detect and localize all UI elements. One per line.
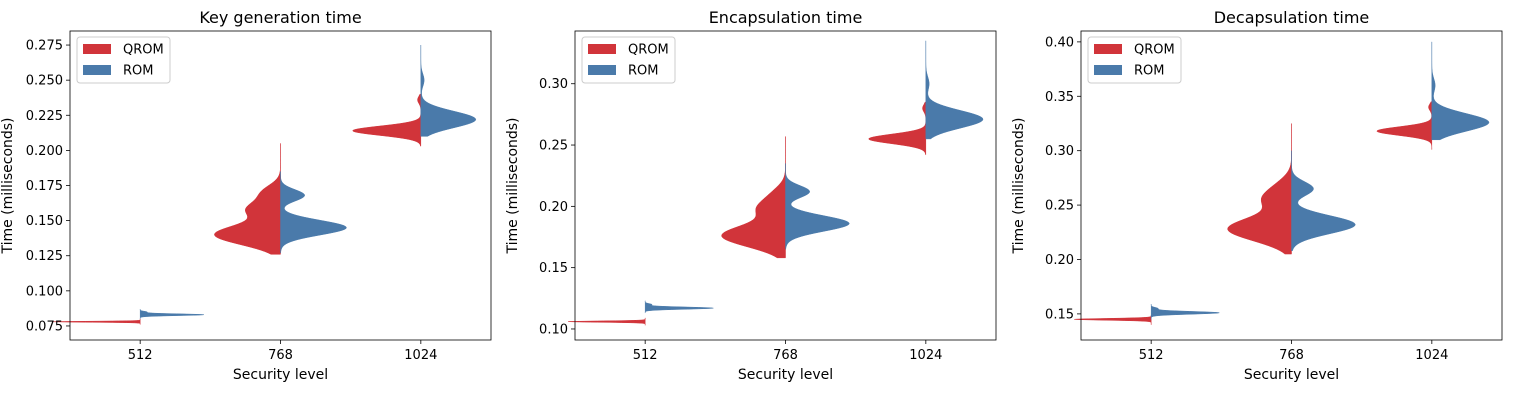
legend-swatch-qrom [1094, 44, 1122, 54]
violin-qrom-768 [1227, 123, 1292, 255]
x-tick-label: 768 [773, 348, 798, 363]
violin-rom-768 [280, 171, 347, 254]
x-tick-label: 768 [268, 348, 293, 363]
legend-swatch-qrom [83, 44, 111, 54]
y-tick-label: 0.40 [1045, 35, 1074, 50]
y-tick-label: 0.200 [26, 144, 63, 159]
violin-qrom-512 [1073, 314, 1152, 325]
y-tick-label: 0.35 [1045, 90, 1074, 105]
y-tick-label: 0.10 [539, 322, 568, 337]
x-tick-label: 1024 [404, 348, 437, 363]
violin-qrom-512 [568, 317, 646, 327]
y-tick-label: 0.150 [26, 214, 63, 229]
y-tick-label: 0.100 [26, 284, 63, 299]
chart-panel: 0.10 0.15 0.20 0.25 0.30 512 768 1024 Encapsulat… [505, 8, 997, 383]
legend-label-qrom: QROM [1134, 43, 1175, 58]
legend-swatch-rom [1094, 65, 1122, 75]
y-tick-label: 0.250 [26, 74, 63, 89]
chart-title: Key generation time [199, 8, 361, 27]
x-axis-label: Security level [233, 367, 328, 383]
legend-swatch-rom [83, 65, 111, 75]
violin-rom-1024 [1431, 41, 1490, 141]
violin-rom-768 [1291, 150, 1356, 252]
violin-qrom-768 [214, 143, 281, 255]
chart-title: Encapsulation time [709, 8, 863, 27]
x-tick-label: 768 [1279, 348, 1304, 363]
x-axis-label: Security level [738, 367, 833, 383]
y-tick-label: 0.275 [26, 39, 63, 54]
violin-qrom-768 [721, 136, 786, 259]
x-axis-label: Security level [1244, 367, 1339, 383]
x-tick-label: 512 [128, 348, 153, 363]
x-tick-label: 512 [633, 348, 658, 363]
violin-rom-512 [139, 308, 205, 320]
chart-panel: 0.075 0.100 0.125 0.150 0.175 0.200 0.225 0.250… [0, 8, 492, 383]
y-tick-label: 0.125 [26, 249, 63, 264]
y-tick-label: 0.15 [1045, 307, 1074, 322]
violin-qrom-512 [52, 318, 141, 325]
violin-rom-1024 [420, 44, 477, 137]
y-tick-label: 0.20 [539, 200, 568, 215]
violin-qrom-1024 [352, 93, 422, 147]
y-tick-label: 0.075 [26, 319, 63, 334]
y-axis-label: Time (milliseconds) [1011, 117, 1027, 254]
legend-swatch-qrom [588, 44, 616, 54]
y-axis-label: Time (milliseconds) [0, 117, 16, 254]
y-tick-label: 0.15 [539, 261, 568, 276]
y-axis-label: Time (milliseconds) [505, 117, 521, 254]
y-tick-label: 0.30 [539, 77, 568, 92]
violin-qrom-1024 [868, 101, 927, 156]
chart-panel: 0.15 0.20 0.25 0.30 0.35 0.40 512 768 1024 Decaps… [1011, 8, 1503, 383]
violin-qrom-1024 [1376, 101, 1433, 150]
x-tick-label: 1024 [1415, 348, 1448, 363]
legend-label-rom: ROM [628, 64, 658, 79]
legend-label-rom: ROM [1134, 64, 1164, 79]
chart-title: Decapsulation time [1214, 8, 1370, 27]
violin-rom-768 [785, 163, 850, 250]
y-tick-label: 0.30 [1045, 144, 1074, 159]
legend-label-rom: ROM [123, 64, 153, 79]
violin-rom-512 [644, 300, 714, 314]
y-tick-label: 0.20 [1045, 253, 1074, 268]
x-tick-label: 1024 [909, 348, 942, 363]
y-tick-label: 0.25 [539, 139, 568, 154]
y-tick-label: 0.225 [26, 109, 63, 124]
legend-swatch-rom [588, 65, 616, 75]
x-tick-label: 512 [1139, 348, 1164, 363]
legend-label-qrom: QROM [628, 43, 669, 58]
y-tick-label: 0.25 [1045, 199, 1074, 214]
violin-rom-512 [1150, 304, 1220, 320]
violin-rom-1024 [925, 40, 984, 140]
legend-label-qrom: QROM [123, 43, 164, 58]
y-tick-label: 0.175 [26, 179, 63, 194]
